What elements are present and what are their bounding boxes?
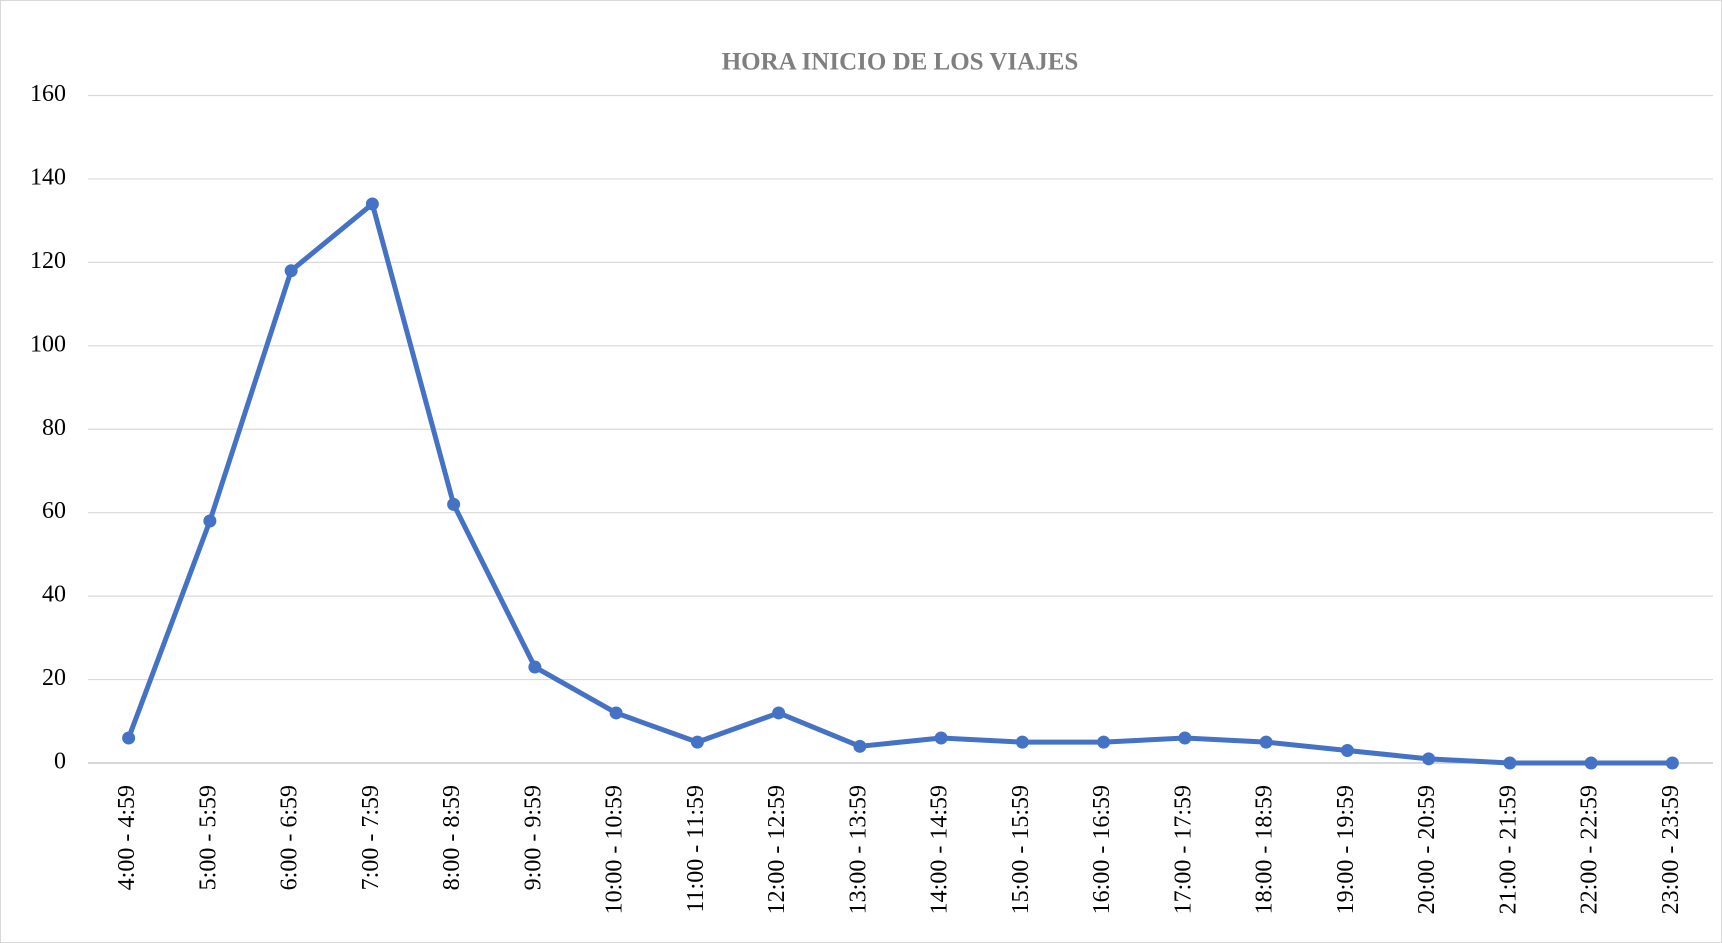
x-tick-label: 9:00 - 9:59 bbox=[520, 785, 546, 890]
x-tick-label: 18:00 - 18:59 bbox=[1252, 785, 1278, 914]
chart-title: HORA INICIO DE LOS VIAJES bbox=[722, 49, 1079, 76]
y-tick-label: 20 bbox=[42, 665, 66, 691]
x-tick-label: 17:00 - 17:59 bbox=[1170, 785, 1196, 914]
marker bbox=[1178, 731, 1192, 745]
marker bbox=[1340, 743, 1354, 757]
x-tick-label: 20:00 - 20:59 bbox=[1414, 785, 1440, 914]
x-tick-label: 15:00 - 15:59 bbox=[1008, 785, 1034, 914]
line bbox=[126, 201, 1673, 766]
x-tick-label: 11:00 - 11:59 bbox=[683, 785, 709, 913]
marker bbox=[1665, 756, 1679, 770]
y-tick-label: 40 bbox=[42, 582, 66, 608]
marker bbox=[1097, 735, 1111, 749]
marker bbox=[284, 264, 298, 278]
y-tick-label: 140 bbox=[30, 164, 66, 190]
x-tick-label: 21:00 - 21:59 bbox=[1495, 785, 1521, 914]
x-tick-label: 7:00 - 7:59 bbox=[358, 785, 384, 890]
marker bbox=[1503, 756, 1517, 770]
marker bbox=[203, 514, 217, 528]
marker bbox=[934, 731, 948, 745]
marker bbox=[365, 197, 379, 211]
marker bbox=[447, 497, 461, 511]
marker bbox=[122, 731, 136, 745]
x-tick-label: 12:00 - 12:59 bbox=[764, 785, 790, 914]
x-tick-label: 16:00 - 16:59 bbox=[1089, 785, 1115, 914]
marker bbox=[853, 739, 867, 753]
x-tick-label: 10:00 - 10:59 bbox=[602, 785, 628, 914]
x-tick-label: 22:00 - 22:59 bbox=[1577, 785, 1603, 914]
marker bbox=[1259, 735, 1273, 749]
x-tick-label: 8:00 - 8:59 bbox=[439, 785, 465, 890]
x-tick-label: 23:00 - 23:59 bbox=[1658, 785, 1684, 914]
marker bbox=[528, 660, 542, 674]
y-tick-label: 60 bbox=[42, 498, 66, 524]
x-tick-label: 14:00 - 14:59 bbox=[927, 785, 953, 914]
y-tick-label: 80 bbox=[42, 415, 66, 441]
x-tick-label: 19:00 - 19:59 bbox=[1333, 785, 1359, 914]
y-tick-label: 100 bbox=[30, 331, 66, 357]
x-tick-label: 13:00 - 13:59 bbox=[845, 785, 871, 914]
marker bbox=[690, 735, 704, 749]
y-tick-label: 120 bbox=[30, 248, 66, 274]
marker bbox=[772, 706, 786, 720]
marker bbox=[609, 706, 623, 720]
y-tick-label: 0 bbox=[54, 749, 66, 775]
x-tick-label: 6:00 - 6:59 bbox=[277, 785, 303, 890]
marker bbox=[1584, 756, 1598, 770]
y-tick-label: 160 bbox=[30, 81, 66, 107]
marker bbox=[1422, 752, 1436, 766]
marker bbox=[1015, 735, 1029, 749]
x-tick-label: 4:00 - 4:59 bbox=[114, 785, 140, 890]
x-tick-label: 5:00 - 5:59 bbox=[195, 785, 221, 890]
